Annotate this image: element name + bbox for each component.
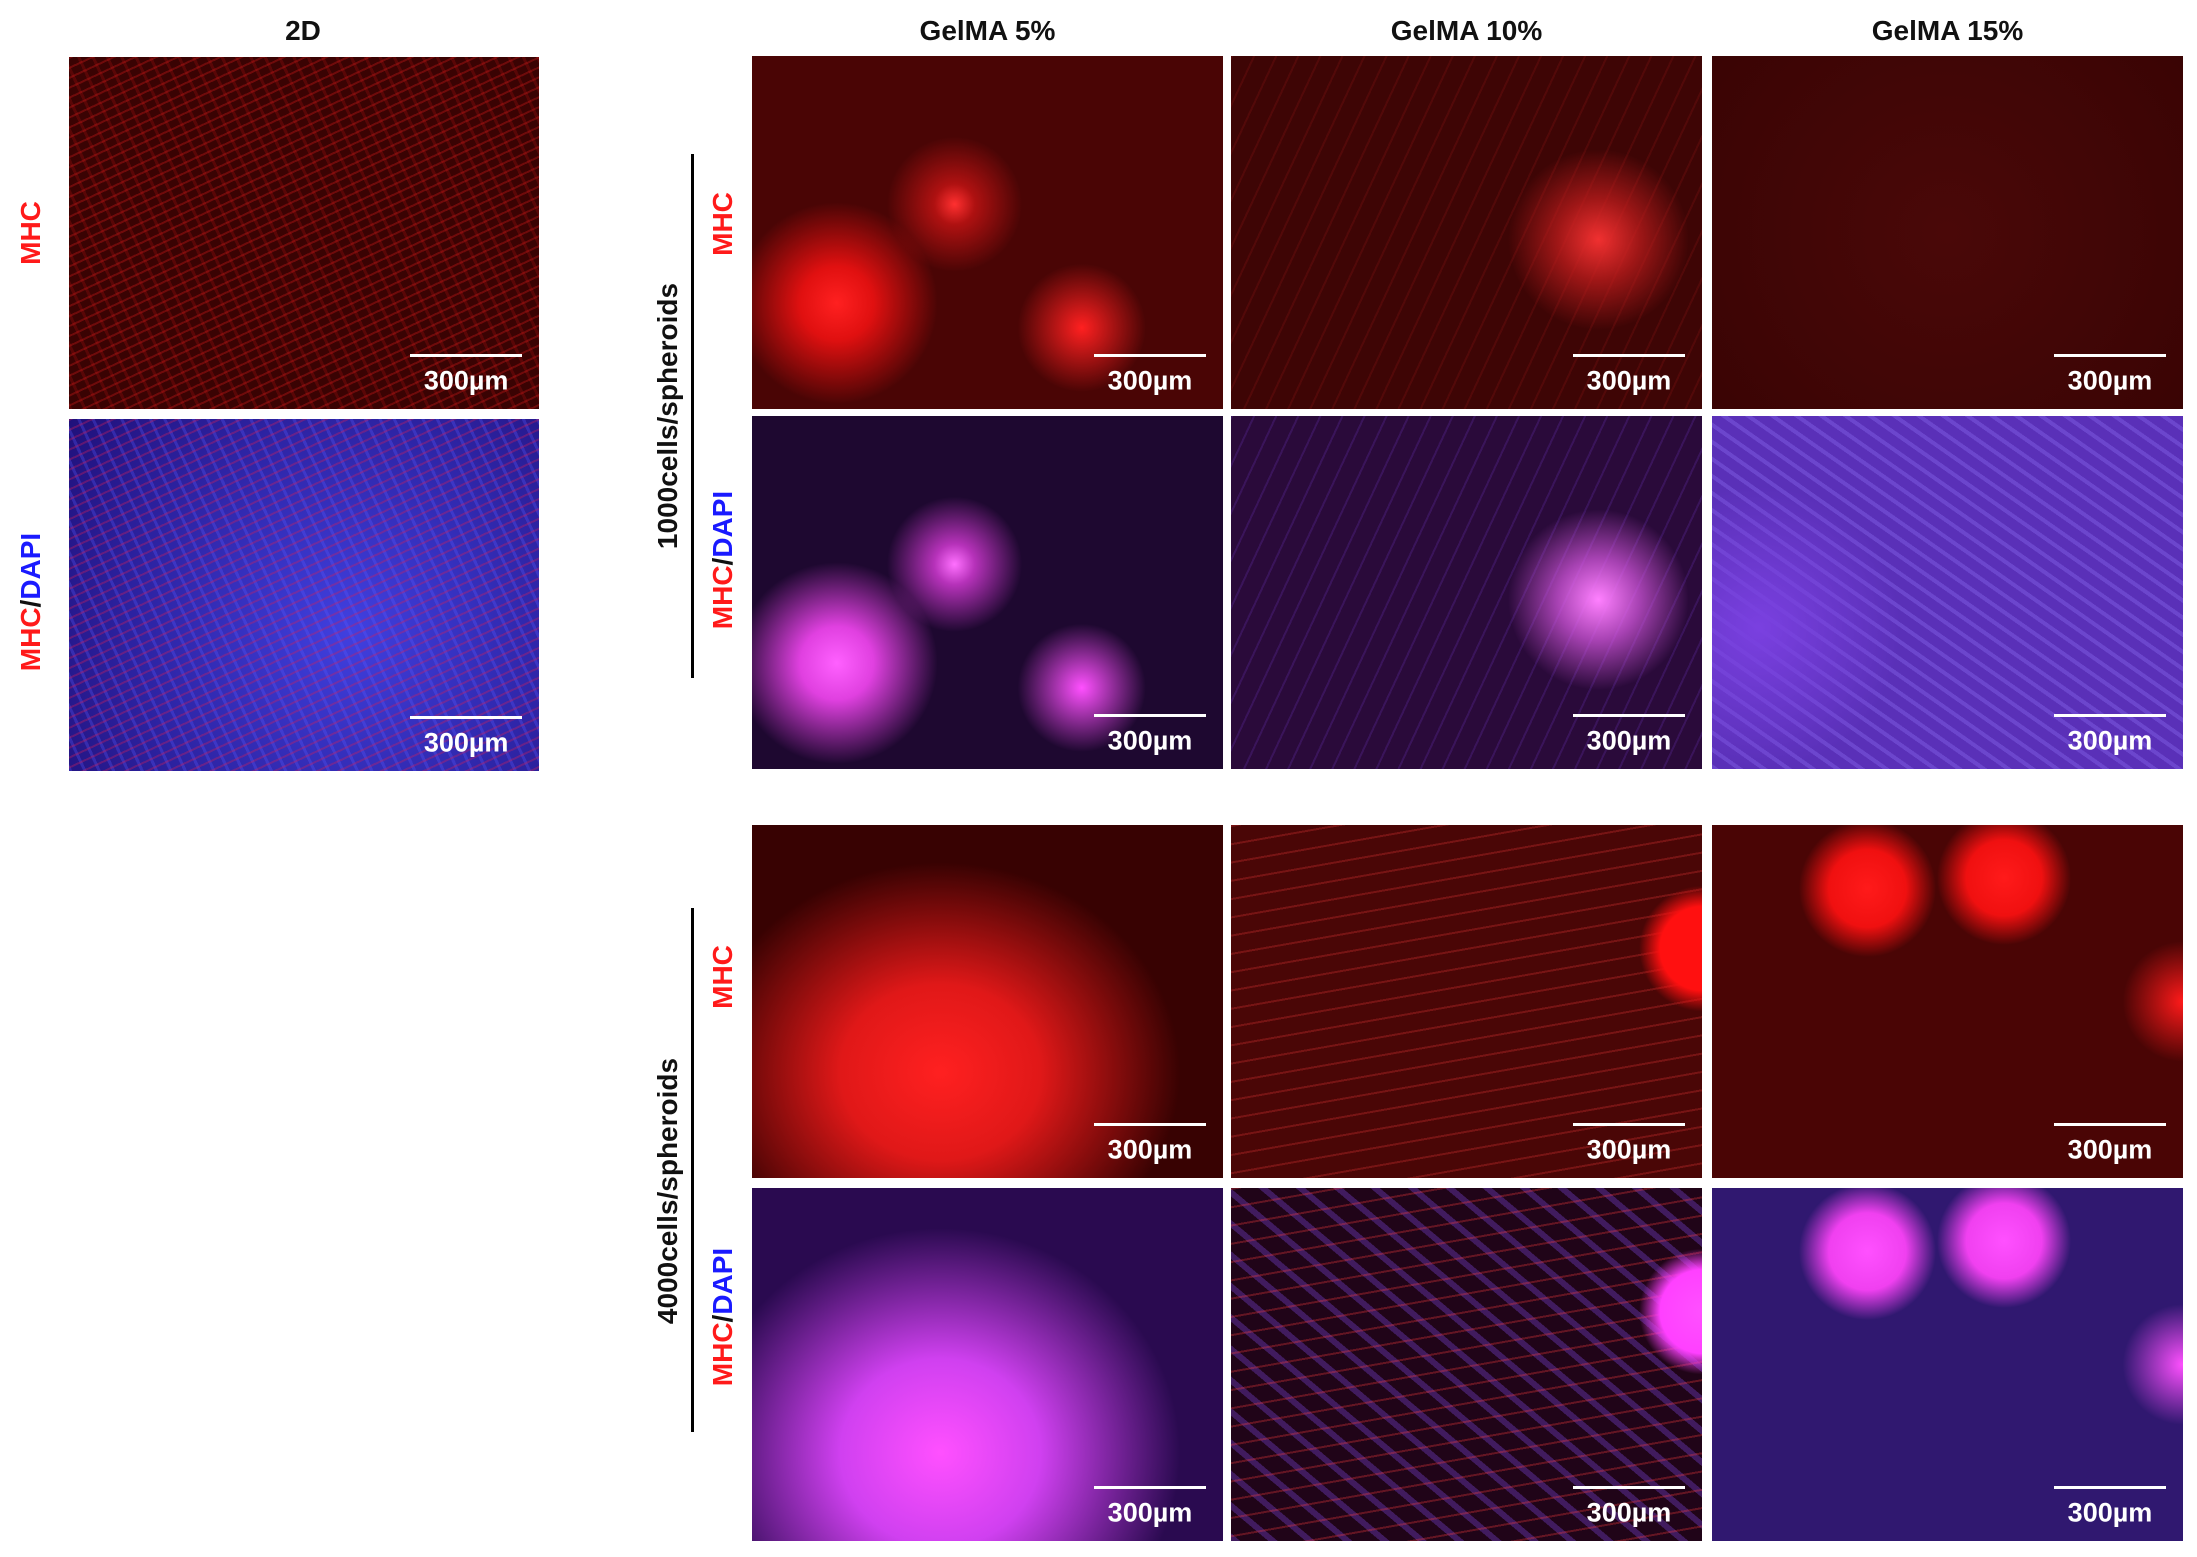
scale-bar [1572,1123,1686,1127]
micrograph: 300µm [1712,825,2183,1178]
row-label: MHC [15,201,47,265]
scale-label: 300µm [2067,1497,2153,1528]
label-part: MHC [15,201,46,265]
micrograph: 300µm [1231,56,1702,409]
group-bracket [691,908,694,1432]
label-part: / [707,557,738,566]
label-part: MHC [707,945,738,1009]
group-bracket [691,154,694,678]
scale-bar [1093,1486,1207,1490]
micrograph: 300µm [752,1188,1223,1541]
scale-label: 300µm [1107,1497,1193,1528]
scale-bar [1093,714,1207,718]
row-label: MHC/DAPI [707,491,739,629]
scale-bar [2053,1486,2167,1490]
scale-label: 300µm [2067,1134,2153,1165]
micrograph: 300µm [69,57,539,409]
row-label: MHC/DAPI [707,1248,739,1386]
label-part: MHC [707,1322,738,1387]
micrograph: 300µm [1712,56,2183,409]
micrograph: 300µm [1231,1188,1702,1541]
micrograph: 300µm [1231,825,1702,1178]
label-part: MHC [707,192,738,256]
micrograph: 300µm [1231,416,1702,769]
scale-label: 300µm [2067,725,2153,756]
scale-bar [1093,1123,1207,1127]
group-label: 1000cells/spheroids [652,282,683,550]
scale-label: 300µm [1586,1497,1672,1528]
scale-label: 300µm [423,727,509,758]
row-label: MHC [707,945,739,1009]
label-part: DAPI [707,1247,738,1315]
row-label: MHC [707,192,739,256]
micrograph: 300µm [752,56,1223,409]
column-header: GelMA 10% [1390,15,1543,46]
scale-bar [1093,354,1207,358]
scale-label: 300µm [423,365,509,396]
scale-bar [410,354,523,358]
label-part: MHC [707,565,738,630]
scale-label: 300µm [1107,1134,1193,1165]
column-header: GelMA 5% [919,15,1056,46]
scale-label: 300µm [1107,365,1193,396]
column-header: GelMA 15% [1871,15,2024,46]
scale-bar [1572,1486,1686,1490]
scale-label: 300µm [1586,725,1672,756]
label-part: MHC [15,607,46,672]
scale-label: 300µm [2067,365,2153,396]
micrograph: 300µm [1712,416,2183,769]
micrograph: 300µm [1712,1188,2183,1541]
micrograph: 300µm [752,825,1223,1178]
micrograph: 300µm [752,416,1223,769]
group-label: 4000cells/spheroids [652,1057,683,1325]
row-label: MHC/DAPI [15,533,47,671]
scale-bar [410,716,523,720]
scale-bar [2053,354,2167,358]
scale-label: 300µm [1586,1134,1672,1165]
scale-label: 300µm [1107,725,1193,756]
scale-label: 300µm [1586,365,1672,396]
scale-bar [1572,714,1686,718]
label-part: / [707,1314,738,1323]
micrograph: 300µm [69,419,539,771]
scale-bar [1572,354,1686,358]
scale-bar [2053,714,2167,718]
column-header: 2D [285,15,321,46]
label-part: DAPI [707,490,738,558]
scale-bar [2053,1123,2167,1127]
label-part: DAPI [15,532,46,600]
label-part: / [15,599,46,608]
